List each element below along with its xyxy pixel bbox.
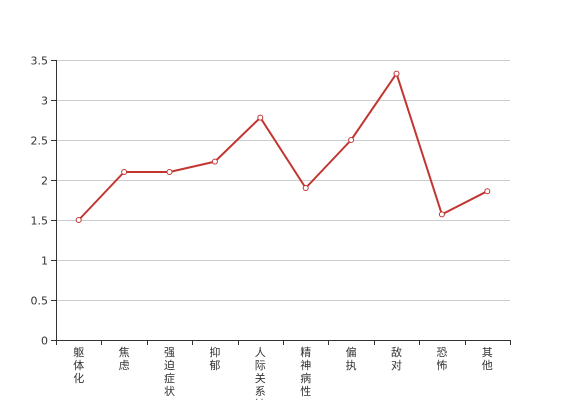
x-tick-label: 躯体化 [73,346,84,385]
x-tick-label: 焦虑 [119,346,130,372]
data-point[interactable] [75,217,82,223]
x-tick-label: 敌对 [391,345,402,372]
data-point[interactable] [257,114,264,121]
data-point[interactable] [438,211,445,218]
data-point[interactable] [166,169,173,175]
x-tick-label: 其他 [482,346,493,372]
x-tick-label: 精神病性 [300,346,311,398]
x-tick-label: 偏执 [346,345,357,372]
y-tick-label: 3 [41,95,48,108]
y-tick-label: 1 [41,255,48,268]
data-point[interactable] [348,137,355,143]
data-point[interactable] [484,188,491,195]
x-tick-label: 抑郁 [209,345,220,372]
data-point[interactable] [393,70,400,77]
series-line [77,72,488,221]
x-tick-label: 人际关系敏感 [255,346,266,400]
y-tick-label: 1.5 [31,215,49,228]
x-tick-label: 恐怖 [436,346,447,372]
data-point[interactable] [121,169,128,175]
y-tick-label: 0 [41,335,48,348]
y-tick-label: 3.5 [31,55,49,68]
x-tick-label: 强迫症状 [164,346,175,398]
y-tick-label: 0.5 [31,295,49,308]
data-point[interactable] [302,185,309,191]
y-tick-label: 2 [41,175,48,188]
y-tick-label: 2.5 [31,135,49,148]
data-point[interactable] [211,158,218,165]
